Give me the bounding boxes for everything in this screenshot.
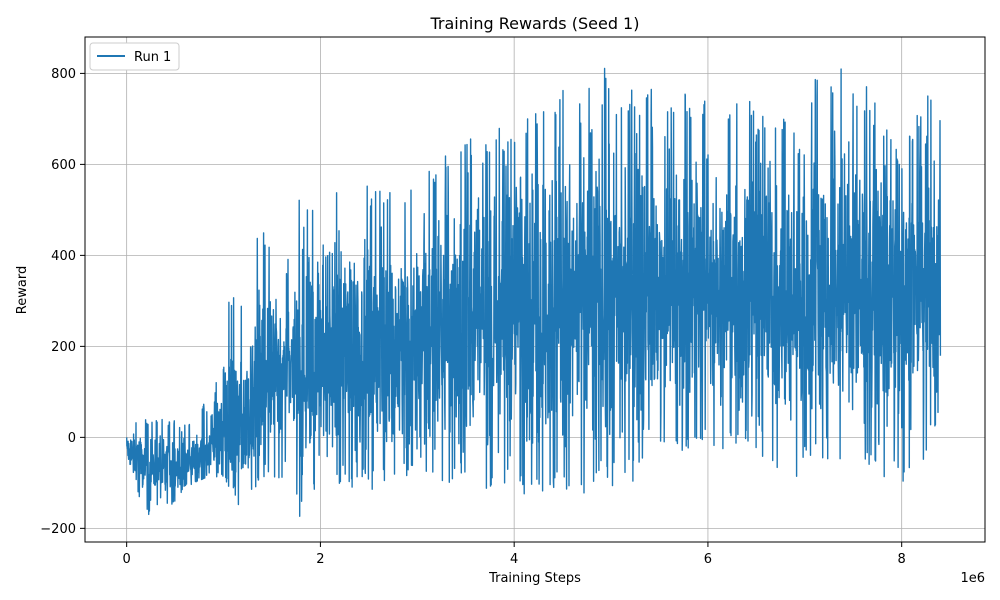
x-tick-label: 6 [704,552,712,567]
x-axis-label: Training Steps [488,571,581,586]
y-tick-label: 400 [51,249,76,264]
x-tick-label: 8 [898,552,906,567]
series-group [126,67,942,517]
y-tick-label: 800 [51,67,76,82]
x-offset-label: 1e6 [960,571,985,586]
x-tick-label: 2 [316,552,324,567]
y-axis-label: Reward [15,266,30,314]
x-tick-label: 4 [510,552,518,567]
series-run-1-line [126,67,942,517]
y-tick-label: 0 [68,431,76,446]
plot-frame [84,36,986,543]
y-tick-label: −200 [40,522,76,537]
x-tick-label: 0 [123,552,131,567]
chart-title: Training Rewards (Seed 1) [430,14,640,33]
legend-box [89,42,180,71]
legend-label: Run 1 [134,50,171,65]
y-tick-label: 200 [51,340,76,355]
ticks: 0 2 4 6 8 −200 0 200 400 600 800 [40,67,906,567]
legend: Run 1 [89,42,180,71]
y-tick-label: 600 [51,158,76,173]
